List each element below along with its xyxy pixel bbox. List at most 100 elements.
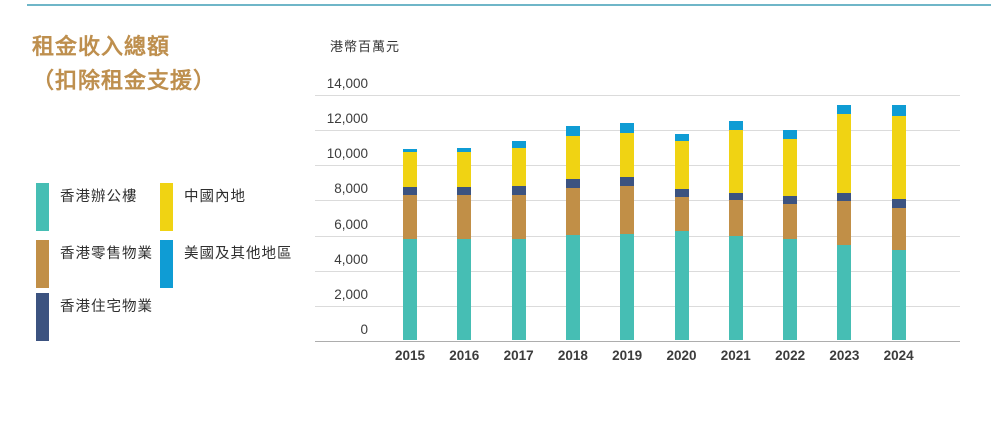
bar-segment: [565, 135, 580, 180]
bar-segment: [837, 201, 852, 245]
chart-plot-area: 0 2,000 4,000 6,000 8,000 10,000 12,000 14,000 2…: [315, 76, 960, 363]
y-tick-label: 10,000: [326, 146, 368, 162]
bar-segment: [403, 195, 417, 239]
bar-segment: [565, 234, 580, 340]
bar-segment: [674, 196, 689, 232]
bar-segment: [403, 148, 417, 152]
y-tick-label: 14,000: [326, 76, 368, 91]
bar-segment: [457, 238, 472, 340]
legend-item-hk-office: 香港辦公樓: [36, 183, 138, 231]
x-tick-label: 2022: [775, 348, 806, 363]
bar-segment: [565, 179, 580, 188]
page-title: 租金收入總額 （扣除租金支援）: [32, 30, 216, 98]
bar-segment: [620, 186, 635, 234]
bar-segment: [511, 194, 526, 239]
legend-label-us-other: 美國及其他地區: [184, 246, 293, 262]
title-line-1: 租金收入總額: [32, 34, 171, 59]
bar-segment: [728, 121, 743, 131]
bar-segment: [783, 138, 798, 196]
legend-label-hk-residential: 香港住宅物業: [60, 299, 153, 315]
bar-segment: [674, 134, 689, 142]
legend-item-hk-retail: 香港零售物業: [36, 240, 153, 288]
x-tick-label: 2020: [666, 348, 697, 363]
title-line-2: （扣除租金支援）: [32, 68, 217, 93]
gridline: [315, 200, 960, 202]
bar-segment: [674, 231, 689, 340]
gridline: [315, 165, 960, 167]
y-tick-label: 8,000: [334, 181, 368, 197]
legend-swatch-hk-residential: [36, 293, 49, 341]
bar-segment: [837, 192, 852, 202]
legend-label-mainland-china: 中國內地: [184, 189, 246, 205]
x-tick-label: 2021: [720, 348, 751, 363]
x-tick-label: 2023: [829, 348, 860, 363]
bar-segment: [403, 152, 417, 188]
bar-segment: [837, 244, 852, 340]
y-tick-label: 6,000: [334, 216, 368, 232]
bar-segment: [457, 148, 472, 152]
top-divider: [27, 4, 991, 6]
y-axis-unit-label: 港幣百萬元: [330, 39, 401, 54]
bar-2016: [457, 94, 472, 340]
gridline: [315, 235, 960, 237]
legend-swatch-us-other: [160, 240, 173, 288]
legend-item-hk-residential: 香港住宅物業: [36, 293, 153, 341]
gridline: [315, 270, 960, 272]
legend-item-mainland-china: 中國內地: [160, 183, 246, 231]
bar-2015: [403, 94, 417, 340]
y-tick-label: 0: [360, 322, 368, 337]
x-tick-label: 2024: [883, 348, 914, 363]
bar-segment: [565, 126, 580, 136]
bar-segment: [457, 194, 472, 239]
bar-segment: [728, 192, 743, 201]
bar-segment: [511, 186, 526, 195]
legend-swatch-mainland-china: [160, 183, 173, 231]
bar-2023: [837, 94, 852, 340]
bar-segment: [783, 204, 798, 240]
bar-segment: [674, 188, 689, 197]
bar-segment: [783, 239, 798, 340]
bar-2018: [565, 94, 580, 340]
gridline: [315, 305, 960, 307]
y-tick-label: 12,000: [326, 111, 368, 127]
y-tick-label: 2,000: [334, 286, 368, 302]
bar-segment: [891, 208, 906, 250]
bar-segment: [728, 200, 743, 237]
bar-segment: [728, 236, 743, 340]
bar-segment: [403, 238, 417, 340]
bar-segment: [837, 105, 852, 115]
bar-segment: [511, 140, 526, 149]
x-tick-label: 2018: [557, 348, 588, 363]
bar-segment: [457, 151, 472, 188]
bar-2022: [783, 94, 798, 340]
bar-2017: [511, 94, 526, 340]
bar-segment: [457, 187, 472, 195]
bar-segment: [403, 187, 417, 196]
bar-segment: [891, 116, 906, 200]
bar-segment: [620, 132, 635, 178]
gridline: [315, 130, 960, 132]
bar-segment: [620, 122, 635, 133]
bar-2020: [674, 94, 689, 340]
x-tick-label: 2017: [503, 348, 534, 363]
x-tick-label: 2019: [612, 348, 643, 363]
bar-segment: [511, 148, 526, 187]
x-axis-line: [315, 341, 960, 342]
bar-segment: [620, 177, 635, 187]
bar-segment: [565, 187, 580, 235]
x-tick-label: 2016: [449, 348, 480, 363]
bar-segment: [783, 195, 798, 205]
legend-swatch-hk-office: [36, 183, 49, 231]
bar-segment: [837, 114, 852, 193]
legend-label-hk-office: 香港辦公樓: [60, 189, 138, 205]
legend-label-hk-retail: 香港零售物業: [60, 246, 153, 262]
bar-segment: [783, 130, 798, 139]
bar-segment: [511, 238, 526, 340]
bar-segment: [728, 130, 743, 193]
bar-segment: [891, 249, 906, 340]
bar-2024: [891, 94, 906, 340]
bar-segment: [620, 233, 635, 340]
bar-segment: [891, 199, 906, 209]
x-tick-label: 2015: [394, 348, 426, 363]
